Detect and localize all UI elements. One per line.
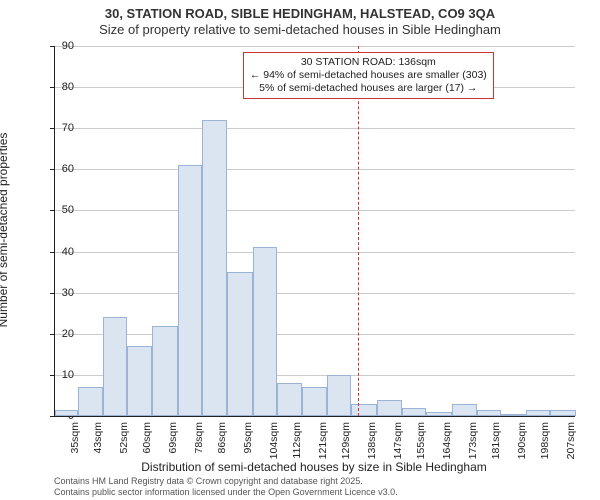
- xtick-label: 121sqm: [317, 422, 329, 459]
- title-block: 30, STATION ROAD, SIBLE HEDINGHAM, HALST…: [0, 0, 600, 37]
- footer-line2: Contains public sector information licen…: [54, 487, 398, 498]
- xtick-label: 78sqm: [193, 422, 205, 454]
- property-marker-line: [358, 46, 359, 416]
- histogram-bar: [377, 400, 402, 416]
- ytick-label: 90: [48, 40, 74, 52]
- xtick-label: 52sqm: [118, 422, 130, 454]
- histogram-bar: [227, 272, 253, 416]
- xtick-label: 207sqm: [565, 422, 577, 459]
- xtick-label: 86sqm: [216, 422, 228, 454]
- footer: Contains HM Land Registry data © Crown c…: [54, 476, 398, 498]
- histogram-bar: [78, 387, 103, 416]
- ytick-label: 40: [48, 246, 74, 258]
- histogram-bar: [103, 317, 128, 416]
- xtick-label: 190sqm: [516, 422, 528, 459]
- ytick-label: 70: [48, 122, 74, 134]
- annotation-line: 30 STATION ROAD: 136sqm: [250, 56, 487, 69]
- x-axis-label: Distribution of semi-detached houses by …: [54, 460, 574, 474]
- ytick-label: 20: [48, 328, 74, 340]
- xtick-label: 164sqm: [441, 422, 453, 459]
- histogram-bar: [452, 404, 477, 416]
- gridline: [55, 293, 575, 294]
- xtick-label: 129sqm: [340, 422, 352, 459]
- histogram-bar: [526, 410, 551, 416]
- gridline: [55, 252, 575, 253]
- title-line2: Size of property relative to semi-detach…: [0, 22, 600, 37]
- histogram-bar: [327, 375, 352, 416]
- histogram-bar: [277, 383, 302, 416]
- histogram-bar: [127, 346, 152, 416]
- histogram-bar: [426, 412, 452, 416]
- ytick-label: 10: [48, 369, 74, 381]
- ytick-label: 30: [48, 287, 74, 299]
- xtick-label: 138sqm: [366, 422, 378, 459]
- gridline: [55, 334, 575, 335]
- ytick-label: 50: [48, 204, 74, 216]
- xtick-label: 95sqm: [242, 422, 254, 454]
- xtick-label: 181sqm: [490, 422, 502, 459]
- histogram-bar: [477, 410, 502, 416]
- annotation-box: 30 STATION ROAD: 136sqm← 94% of semi-det…: [243, 52, 494, 99]
- ytick-label: 80: [48, 81, 74, 93]
- footer-line1: Contains HM Land Registry data © Crown c…: [54, 476, 398, 487]
- y-axis-label: Number of semi-detached properties: [0, 133, 10, 328]
- histogram-bar: [402, 408, 427, 416]
- histogram-bar: [55, 410, 78, 416]
- xtick-label: 198sqm: [539, 422, 551, 459]
- histogram-bar: [501, 414, 526, 416]
- xtick-label: 173sqm: [467, 422, 479, 459]
- xtick-label: 104sqm: [268, 422, 280, 459]
- chart-container: 30, STATION ROAD, SIBLE HEDINGHAM, HALST…: [0, 0, 600, 500]
- xtick-label: 60sqm: [141, 422, 153, 454]
- annotation-line: ← 94% of semi-detached houses are smalle…: [250, 69, 487, 82]
- xtick-label: 147sqm: [392, 422, 404, 459]
- gridline: [55, 128, 575, 129]
- histogram-bar: [253, 247, 278, 416]
- gridline: [55, 210, 575, 211]
- plot-area: 30 STATION ROAD: 136sqm← 94% of semi-det…: [54, 46, 574, 416]
- gridline: [55, 46, 575, 47]
- histogram-bar: [202, 120, 227, 416]
- xtick-label: 35sqm: [69, 422, 81, 454]
- histogram-bar: [351, 404, 377, 416]
- annotation-line: 5% of semi-detached houses are larger (1…: [250, 82, 487, 95]
- histogram-bar: [178, 165, 203, 416]
- plot: 30 STATION ROAD: 136sqm← 94% of semi-det…: [54, 46, 575, 417]
- xtick-label: 43sqm: [92, 422, 104, 454]
- xtick-label: 69sqm: [167, 422, 179, 454]
- histogram-bar: [302, 387, 327, 416]
- gridline: [55, 169, 575, 170]
- title-line1: 30, STATION ROAD, SIBLE HEDINGHAM, HALST…: [0, 6, 600, 21]
- xtick-label: 112sqm: [291, 422, 303, 459]
- ytick-label: 60: [48, 163, 74, 175]
- histogram-bar: [550, 410, 576, 416]
- histogram-bar: [152, 326, 178, 416]
- xtick-label: 155sqm: [415, 422, 427, 459]
